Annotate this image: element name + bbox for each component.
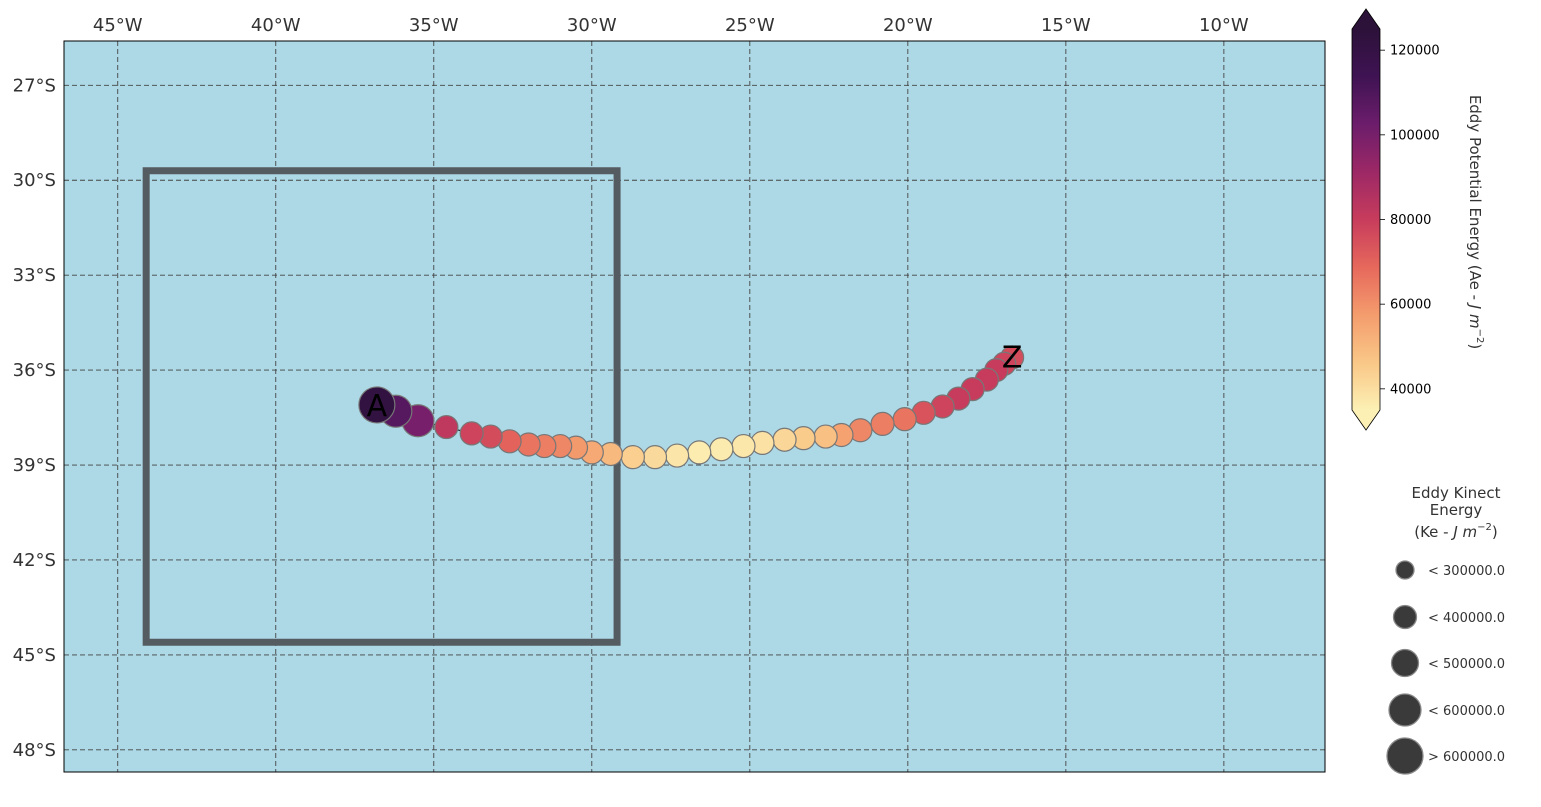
size-legend-marker [1386,737,1424,775]
size-legend-label: < 300000.0 [1428,564,1505,579]
lat-tick-label: 33°S [13,265,56,286]
track-point [892,407,917,432]
lon-tick-label: 20°W [883,15,933,36]
ocean-background [64,41,1325,772]
lat-tick-label: 42°S [13,550,56,571]
track-point [731,433,756,459]
size-legend-marker [1392,604,1418,630]
size-legend-title-line1: Eddy Kinect [1411,484,1500,502]
colorbar-gradient [1352,29,1380,410]
lon-tick-label: 25°W [725,15,775,36]
lat-tick-label: 30°S [13,170,56,191]
size-legend-title-line3: (Ke - J m−2) [1414,522,1498,541]
track-point [870,411,895,437]
size-legend-marker [1395,560,1415,580]
lat-tick-label: 48°S [13,740,56,761]
lat-tick-label: 27°S [13,75,56,96]
size-legend-label: < 600000.0 [1428,704,1505,719]
lat-tick-label: 36°S [13,360,56,381]
lon-tick-label: 15°W [1041,15,1091,36]
size-legend-label: < 500000.0 [1428,657,1505,672]
region-box [142,167,621,646]
lon-tick-label: 45°W [93,15,143,36]
colorbar-outline [1351,8,1381,431]
lat-tick-label: 45°S [13,645,56,666]
track-point [709,437,734,462]
colorbar-tick-label: 120000 [1390,44,1440,59]
track-point [665,443,690,468]
size-legend-entries: < 300000.0 < 400000.0 < 500000.0 < 600000.0… [1386,560,1505,775]
size-legend-label: < 400000.0 [1428,611,1505,626]
colorbar-label: Eddy Potential Energy (Ae - J m−2) [1466,95,1485,349]
track-point [358,386,396,424]
size-legend-marker [1388,693,1422,727]
track-point [642,445,668,470]
colorbar: 40000 60000 80000 100000 120000 Eddy Potenti… [1351,8,1485,431]
latitude-tick-labels: 27°S 30°S 33°S 36°S 39°S 42°S 45°S 48°S [13,75,56,761]
colorbar-ticks: 40000 60000 80000 100000 120000 [1380,44,1440,397]
lon-tick-label: 35°W [409,15,459,36]
colorbar-extend-min [1352,410,1380,430]
lon-tick-label: 10°W [1199,15,1249,36]
track-point [434,414,459,440]
colorbar-tick-label: 40000 [1390,382,1431,397]
track-point [772,427,797,452]
lat-tick-label: 39°S [13,455,56,476]
track-point [813,424,838,449]
size-legend-label: > 600000.0 [1428,750,1505,765]
track-start-label: A [367,389,388,424]
colorbar-extend-max [1352,9,1380,29]
longitude-tick-labels: 45°W 40°W 35°W 30°W 25°W 20°W 15°W 10°W [93,15,1249,36]
colorbar-tick-label: 100000 [1390,128,1440,143]
track-point [459,421,484,446]
lon-tick-label: 30°W [567,15,617,36]
ke-size-legend: Eddy Kinect Energy (Ke - J m−2) < 300000… [1386,484,1505,775]
size-legend-marker [1390,648,1420,678]
track-point [620,445,645,470]
size-legend-title-line2: Energy [1430,501,1483,519]
map-frame [63,40,1326,773]
gridlines [64,41,1325,772]
map-panel: A Z 45°W 40°W 35°W 30°W 25°W 20°W 15°W 10°W 27°… [13,15,1326,773]
lon-tick-label: 40°W [251,15,301,36]
colorbar-tick-label: 80000 [1390,213,1431,228]
track-point [687,440,712,465]
eddy-track [358,345,1025,470]
colorbar-tick-label: 60000 [1390,298,1431,313]
track-end-label: Z [1002,340,1023,375]
